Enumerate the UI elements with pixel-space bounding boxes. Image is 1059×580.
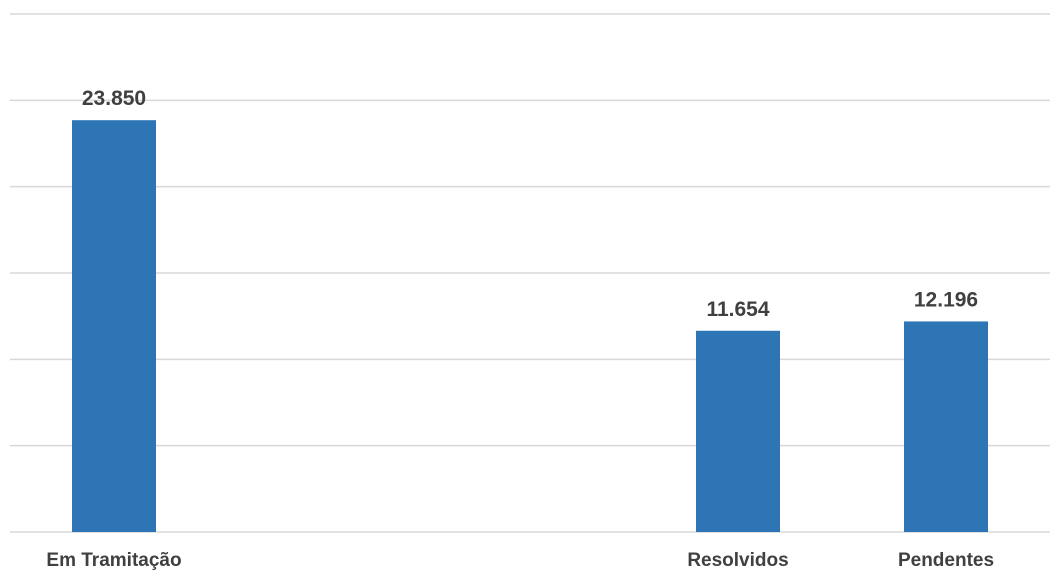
- bar: [72, 120, 156, 532]
- data-labels: 23.850 11.654 12.196: [82, 87, 978, 321]
- category-label: Em Tramitação: [46, 550, 181, 571]
- category-label: Resolvidos: [687, 550, 788, 571]
- gridlines: [10, 13, 1050, 533]
- bar: [904, 321, 988, 532]
- data-label: 23.850: [82, 87, 146, 110]
- bar: [696, 330, 780, 532]
- data-label: 11.654: [706, 298, 769, 321]
- bars: [72, 120, 988, 532]
- category-axis-labels: Em Tramitação Resolvidos Pendentes: [46, 550, 994, 571]
- data-label: 12.196: [914, 288, 978, 311]
- category-label: Pendentes: [898, 550, 994, 571]
